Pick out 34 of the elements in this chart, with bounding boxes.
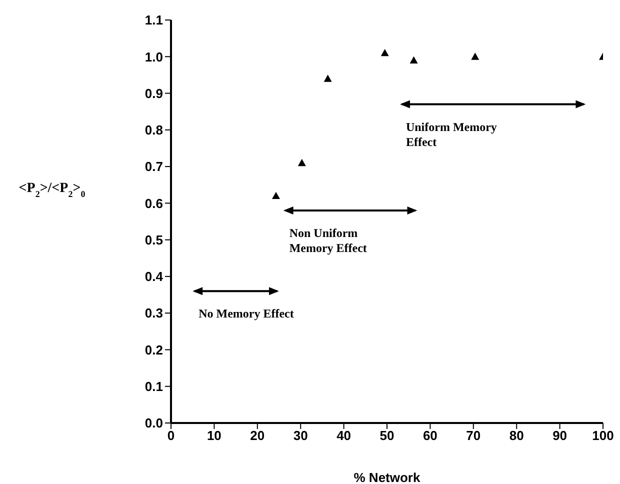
x-tick-label: 30 (293, 428, 308, 444)
x-tick-label: 70 (466, 428, 481, 444)
annotation: Non Uniform Memory Effect (289, 226, 367, 256)
point (380, 48, 389, 56)
y-tick-label: 0.4 (144, 269, 164, 284)
x-tick-label: 80 (509, 428, 524, 444)
x-tick-label: 100 (592, 428, 614, 444)
y-tick-label: 0.8 (144, 122, 163, 138)
y-tick-label: 1.0 (144, 49, 163, 64)
point (471, 52, 480, 60)
y-tick-label: 0.7 (144, 159, 163, 174)
point (410, 56, 418, 64)
x-tick-label: 20 (250, 428, 265, 444)
y-tick-label: 0.6 (144, 196, 163, 211)
y-tick-label: 0.0 (144, 416, 163, 431)
y-axis-title: <P$_{2}$>/<P$_{2}$>$_{0}$ (18, 181, 86, 199)
y-tick-label: 1.1 (144, 12, 163, 28)
x-axis-title: % Network (354, 470, 421, 484)
point (298, 158, 306, 166)
y-tick-label: 0.5 (144, 232, 163, 248)
annotation: No Memory Effect (198, 306, 294, 321)
point (324, 74, 332, 82)
x-tick-label: 50 (380, 428, 394, 444)
y-tick-label: 0.9 (144, 86, 163, 101)
annotation: Uniform Memory Effect (406, 120, 497, 149)
y-tick-label: 0.1 (144, 378, 163, 394)
y-tick-label: 0.3 (144, 306, 163, 321)
x-tick-label: 40 (336, 428, 352, 444)
y-tick-label: 0.2 (144, 342, 163, 358)
point (272, 192, 280, 200)
x-tick-label: 90 (552, 428, 568, 444)
x-tick-label: 10 (206, 428, 222, 444)
x-tick-label: 60 (422, 428, 438, 444)
x-tick-label: 0 (167, 428, 175, 444)
